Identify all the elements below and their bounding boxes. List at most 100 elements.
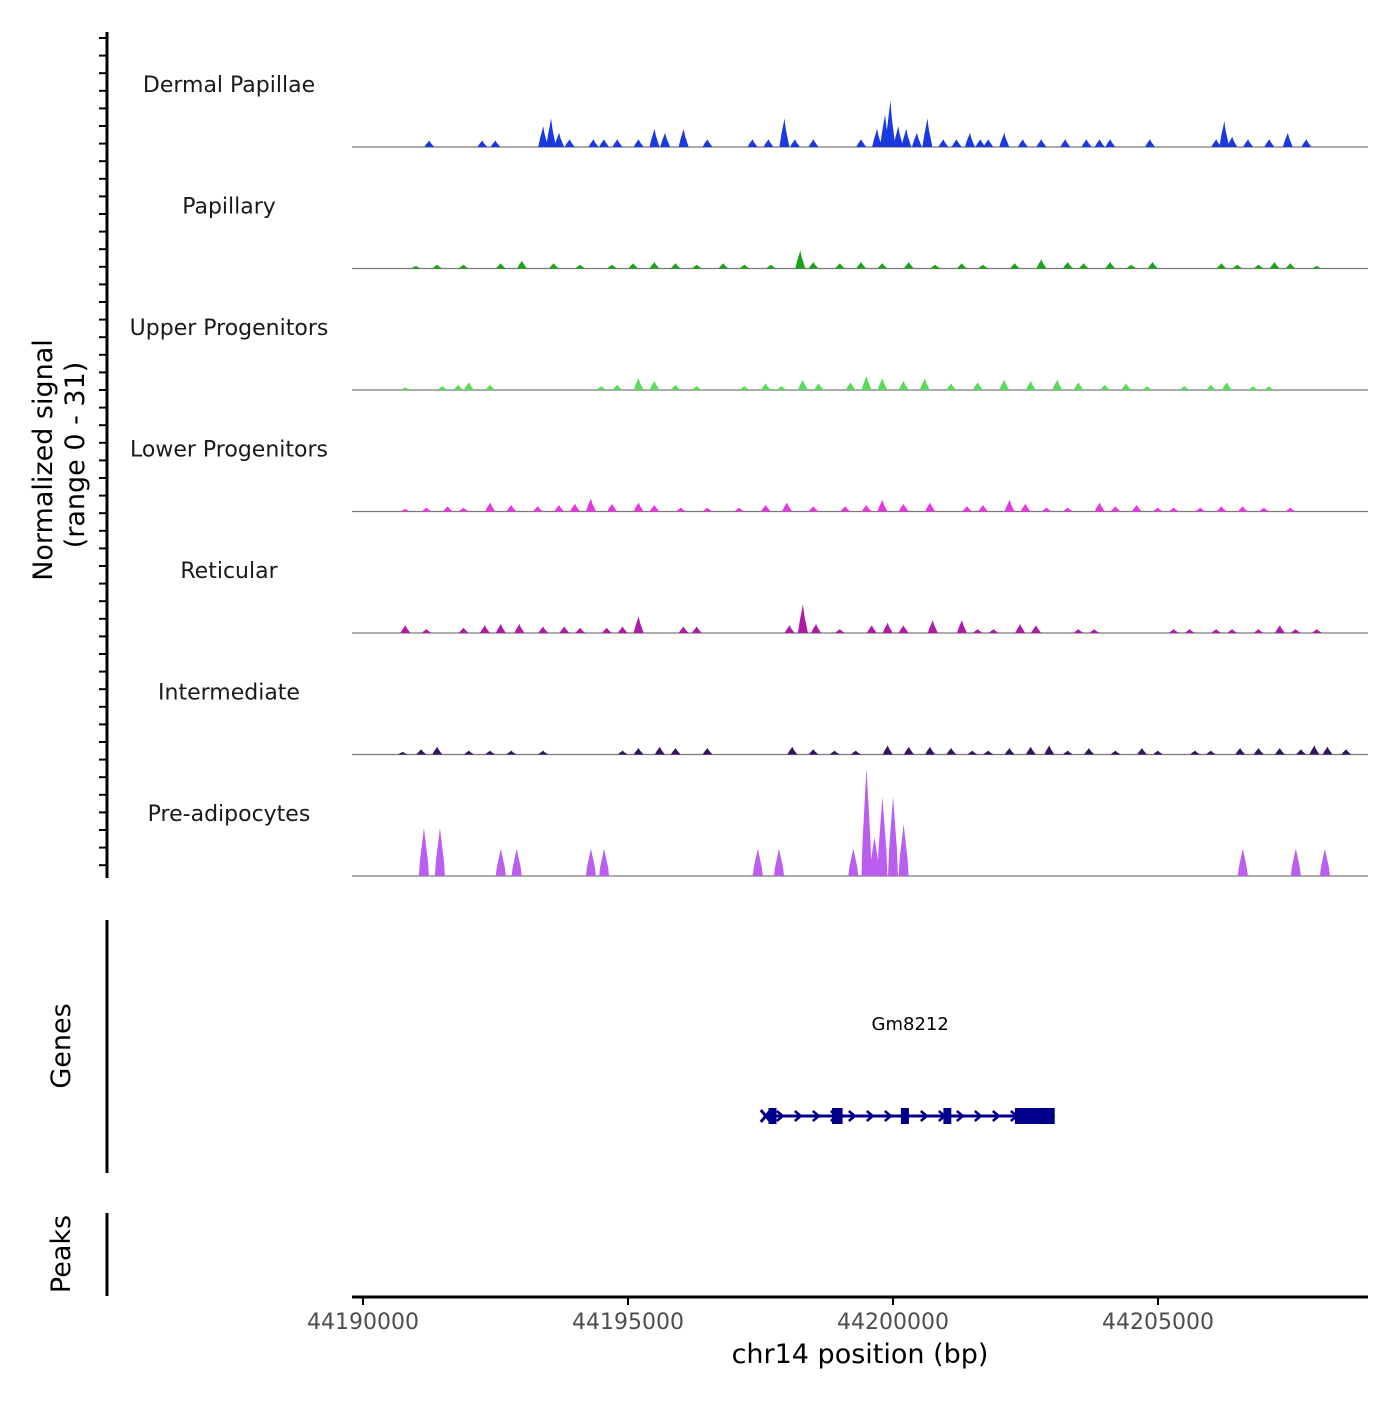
- signal-peak: [927, 620, 938, 633]
- strand-arrow: [847, 1110, 857, 1122]
- signal-peak: [649, 128, 660, 147]
- signal-peak: [400, 508, 411, 512]
- signal-peak: [678, 626, 689, 633]
- signal-peak: [532, 506, 543, 512]
- track-pre-adipocytes: Pre-adipocytes: [148, 768, 1368, 877]
- signal-peak: [517, 260, 527, 269]
- signal-peak: [776, 386, 787, 390]
- signal-peak: [925, 502, 936, 512]
- signal-peak: [856, 139, 867, 147]
- signal-peak: [1206, 750, 1216, 755]
- signal-peak: [1020, 503, 1031, 512]
- track-label-dermal-papillae: Dermal Papillae: [143, 73, 315, 98]
- signal-peak: [1025, 746, 1036, 755]
- signal-peak: [760, 505, 771, 512]
- signal-peak: [424, 140, 435, 147]
- signal-peak: [575, 627, 586, 633]
- signal-peak: [1094, 139, 1105, 147]
- signal-peak: [617, 626, 628, 633]
- signal-peak: [1253, 264, 1264, 269]
- signal-peak: [670, 384, 681, 390]
- signal-peak: [877, 499, 888, 512]
- signal-peak: [975, 139, 986, 147]
- signal-peak: [1052, 379, 1063, 390]
- track-papillary: Papillary: [182, 195, 1368, 270]
- signal-peak: [760, 383, 771, 390]
- signal-peak: [1285, 263, 1296, 269]
- signal-peak: [1142, 386, 1153, 390]
- gene-exon: [943, 1108, 952, 1124]
- signal-peak: [983, 750, 994, 755]
- signal-peak: [477, 140, 488, 147]
- x-axis-label: chr14 position (bp): [732, 1339, 989, 1370]
- signal-peak: [1110, 506, 1121, 512]
- signal-peak: [1062, 262, 1073, 269]
- signal-peak: [1036, 139, 1047, 147]
- signal-peak: [988, 629, 999, 633]
- signal-peak: [453, 384, 464, 390]
- signal-peak: [1285, 507, 1296, 512]
- signal-peak: [1094, 502, 1105, 512]
- signal-peak: [1089, 629, 1100, 633]
- signal-peak: [670, 748, 681, 755]
- signal-peak: [1274, 625, 1285, 633]
- signal-peak: [432, 746, 443, 755]
- signal-peak: [464, 382, 474, 390]
- signal-peak: [421, 507, 432, 512]
- peak-track: Peaks: [46, 1213, 109, 1296]
- signal-peak: [1073, 629, 1084, 633]
- signal-peak: [747, 139, 758, 147]
- signal-peak: [1062, 750, 1073, 755]
- signal-peak: [1264, 139, 1275, 147]
- signal-peak: [1282, 132, 1293, 147]
- coverage-tracks: Dermal Papillae Papillary Upper Progenitor…: [130, 73, 1368, 877]
- signal-peak: [575, 264, 586, 269]
- signal-peak: [554, 505, 565, 512]
- signal-peak: [1237, 848, 1248, 876]
- signal-peak: [559, 626, 570, 633]
- signal-peak: [795, 250, 806, 269]
- signal-peak: [962, 506, 973, 512]
- signal-peak: [1025, 380, 1036, 390]
- x-tick-label: 44205000: [1102, 1310, 1214, 1335]
- signal-peak: [1235, 748, 1246, 755]
- signal-peak: [1259, 507, 1269, 512]
- signal-peak: [596, 386, 607, 390]
- gene-name: Gm8212: [872, 1014, 949, 1035]
- signal-peak: [434, 827, 445, 876]
- signal-peak: [850, 750, 861, 755]
- signal-peak: [856, 262, 867, 269]
- signal-peak: [1153, 750, 1163, 755]
- signal-peak: [1031, 625, 1042, 633]
- signal-peak: [670, 263, 681, 269]
- gene-exon: [900, 1108, 909, 1124]
- signal-peak: [1301, 139, 1312, 147]
- signal-peak: [901, 128, 912, 147]
- signal-peak: [628, 263, 639, 269]
- signal-peak: [898, 503, 909, 512]
- signal-peak: [649, 380, 660, 390]
- signal-peak: [464, 750, 474, 755]
- signal-peak: [1322, 746, 1333, 755]
- signal-peak: [1147, 262, 1158, 269]
- strand-arrow: [865, 1110, 875, 1122]
- signal-peak: [774, 848, 784, 876]
- signal-peak: [1100, 384, 1110, 390]
- signal-peak: [866, 625, 877, 633]
- signal-peak: [790, 139, 800, 147]
- signal-peak: [495, 623, 506, 633]
- track-label-lower-progenitors: Lower Progenitors: [130, 438, 328, 463]
- signal-peak: [808, 506, 819, 512]
- signal-peak: [1062, 507, 1073, 512]
- gene-track: Genes Gm8212: [46, 920, 1055, 1173]
- signal-peak: [702, 507, 713, 512]
- y-axis-label: Normalized signal: [28, 339, 59, 581]
- signal-peak: [967, 750, 978, 755]
- signal-peak: [538, 626, 549, 633]
- signal-peak: [840, 506, 851, 512]
- signal-peak: [972, 629, 983, 633]
- signal-peak: [1319, 848, 1330, 876]
- signal-peak: [739, 386, 750, 390]
- track-label-upper-progenitors: Upper Progenitors: [130, 316, 329, 341]
